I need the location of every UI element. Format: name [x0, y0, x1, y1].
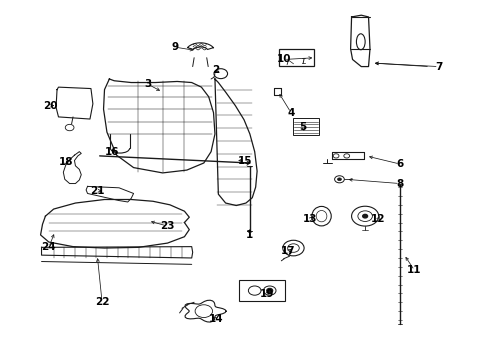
Text: 3: 3 — [145, 79, 152, 89]
Bar — [239, 280, 285, 301]
Text: 15: 15 — [238, 156, 252, 166]
Bar — [294, 118, 318, 135]
Text: 24: 24 — [42, 242, 56, 252]
Text: 1: 1 — [246, 230, 253, 240]
Text: 20: 20 — [43, 100, 57, 111]
Text: 2: 2 — [212, 65, 220, 75]
Text: 10: 10 — [276, 54, 291, 64]
Circle shape — [338, 178, 342, 181]
Text: 19: 19 — [260, 289, 274, 299]
Text: 6: 6 — [396, 159, 404, 169]
Bar — [279, 49, 314, 66]
Text: 4: 4 — [287, 108, 294, 118]
Text: 5: 5 — [299, 122, 307, 132]
Text: 13: 13 — [303, 214, 318, 224]
Text: 9: 9 — [171, 42, 178, 52]
Text: 22: 22 — [95, 297, 109, 307]
Text: 23: 23 — [160, 221, 175, 231]
Text: 14: 14 — [209, 314, 223, 324]
Text: 21: 21 — [90, 186, 104, 195]
Text: 18: 18 — [58, 157, 73, 167]
Circle shape — [267, 288, 272, 293]
Text: 8: 8 — [396, 179, 404, 189]
Text: 16: 16 — [104, 147, 119, 157]
Text: 7: 7 — [435, 62, 442, 72]
Text: 17: 17 — [281, 246, 296, 256]
Text: 12: 12 — [371, 214, 386, 224]
Circle shape — [363, 215, 368, 218]
Text: 11: 11 — [407, 265, 422, 275]
